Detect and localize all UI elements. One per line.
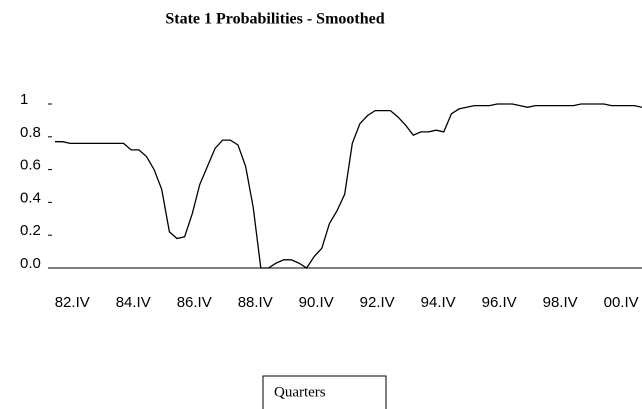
- x-tick-label: 94.IV: [421, 294, 456, 311]
- y-tick-label: 0.6: [20, 157, 41, 174]
- x-tick-label: 96.IV: [482, 294, 517, 311]
- x-tick-label: 82.IV: [55, 294, 90, 311]
- chart-title: State 1 Probabilities - Smoothed: [165, 11, 384, 28]
- x-axis-label: Quarters: [274, 384, 326, 400]
- x-tick-label: 00.IV: [604, 294, 639, 311]
- x-tick-label: 92.IV: [360, 294, 395, 311]
- y-tick-label: 1: [20, 91, 28, 108]
- x-tick-label: 88.IV: [238, 294, 273, 311]
- y-tick-label: 0.8: [20, 124, 41, 141]
- x-tick-label: 84.IV: [116, 294, 151, 311]
- x-tick-label: 98.IV: [543, 294, 578, 311]
- data-line: [55, 103, 642, 269]
- x-tick-label: 90.IV: [299, 294, 334, 311]
- y-tick-label: 0.0: [20, 255, 41, 272]
- x-tick-label: 86.IV: [177, 294, 212, 311]
- y-tick-label: 0.4: [20, 189, 41, 206]
- x-label-box: [262, 375, 387, 409]
- y-tick-label: 0.2: [20, 222, 41, 239]
